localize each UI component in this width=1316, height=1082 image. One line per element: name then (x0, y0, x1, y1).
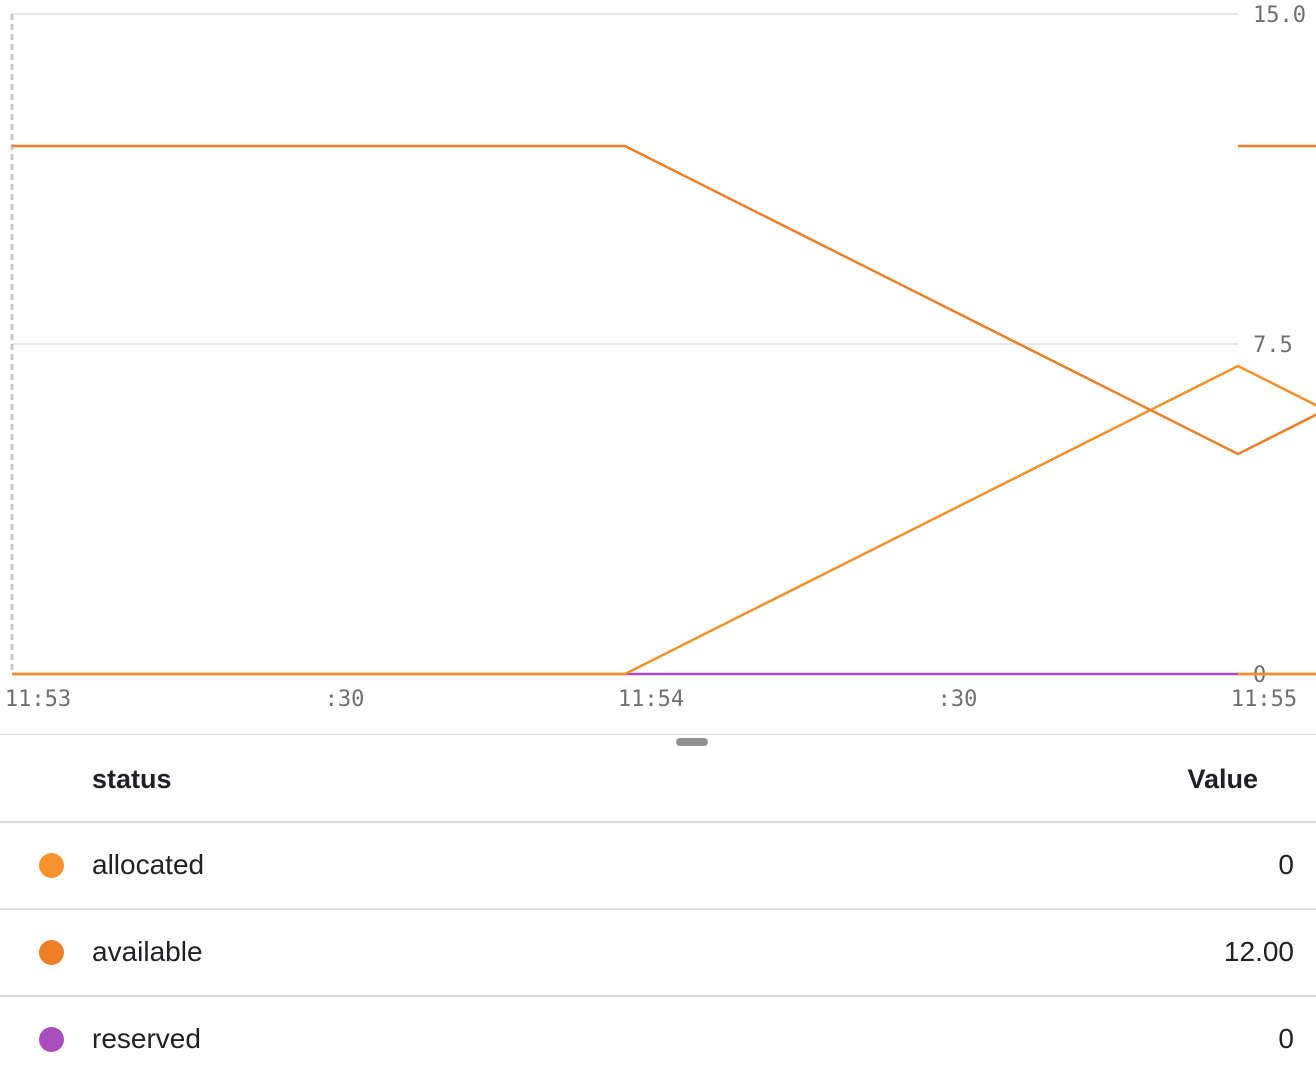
y-axis-ticks: 0 7.5 15.0 (1253, 3, 1306, 688)
y-tick-label: 0 (1253, 663, 1266, 688)
legend-header: status Value (0, 746, 1316, 823)
status-column-header[interactable]: status (92, 764, 172, 794)
chart-legend-divider (0, 734, 1316, 735)
legend-label: available (92, 936, 203, 967)
legend-swatch-allocated (39, 853, 64, 878)
line-chart: 07.515.0 11:53:3011:54:3011:55:3011:56:3… (5, 3, 1316, 712)
series-line-available (12, 144, 1316, 456)
x-tick-label: :30 (938, 687, 978, 712)
x-tick-label: 11:53 (5, 687, 71, 712)
legend-label: reserved (92, 1023, 201, 1054)
series-line-allocated (12, 364, 1316, 676)
legend-row-reserved[interactable]: reserved 0 (0, 997, 1316, 1082)
legend-swatch-available (39, 940, 64, 965)
value-column-header[interactable]: Value (1187, 764, 1258, 794)
x-tick-label: 11:55 (1231, 687, 1297, 712)
series-lines (12, 144, 1316, 676)
legend-table: status Value allocated 0 available 12.00… (0, 746, 1316, 1082)
grid-lines (10, 13, 1238, 675)
x-tick-label: :30 (325, 687, 365, 712)
legend-value: 0 (1278, 849, 1294, 880)
resize-handle[interactable] (676, 738, 708, 746)
y-tick-label: 7.5 (1253, 333, 1293, 358)
legend-label: allocated (92, 849, 205, 880)
legend-value: 0 (1278, 1023, 1294, 1054)
legend-value: 12.00 (1223, 936, 1294, 967)
legend-row-available[interactable]: available 12.00 (0, 910, 1316, 997)
y-tick-label: 15.0 (1253, 3, 1306, 28)
legend-row-allocated[interactable]: allocated 0 (0, 823, 1316, 910)
legend-swatch-reserved (39, 1027, 64, 1052)
x-tick-label: 11:54 (618, 687, 684, 712)
